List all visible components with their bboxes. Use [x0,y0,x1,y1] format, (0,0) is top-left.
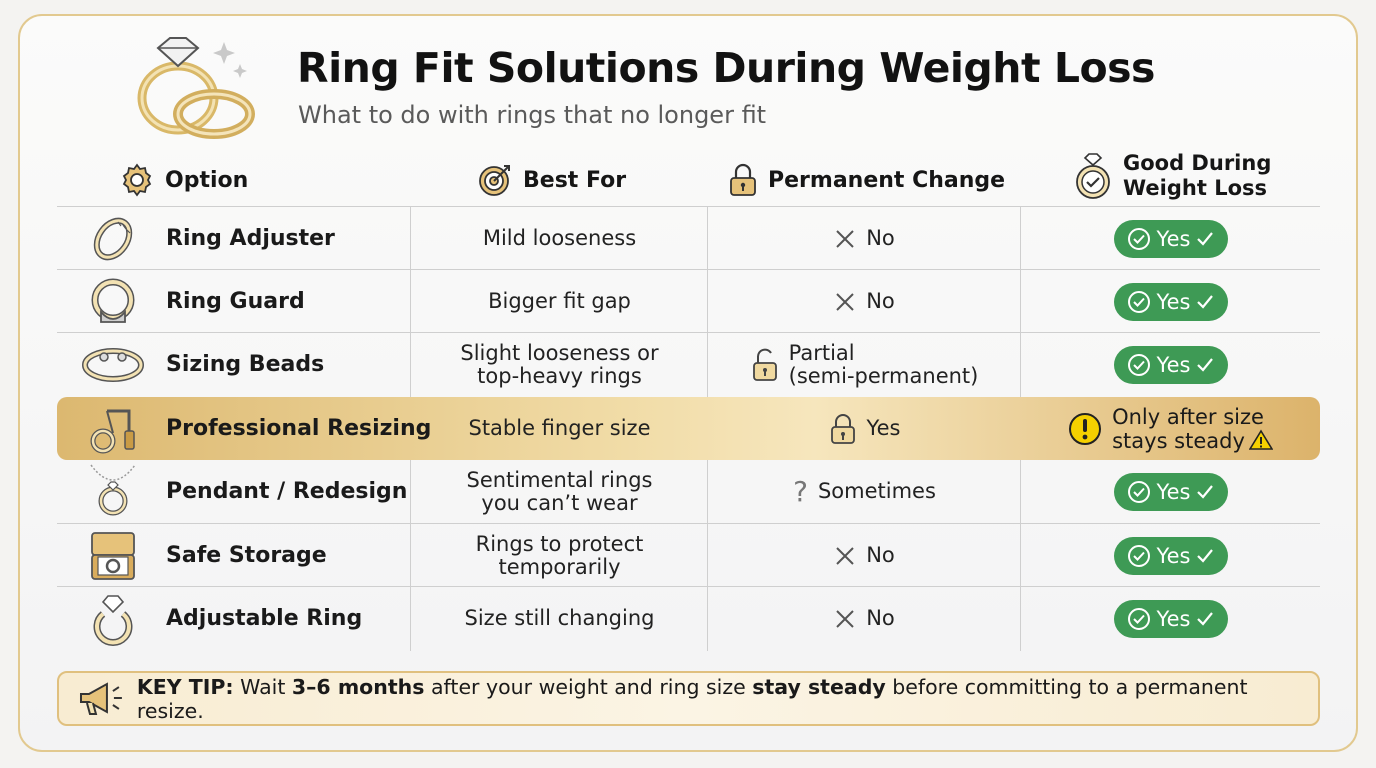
permanent-change-cell: Yes [708,397,1021,460]
best-for-cell: Sentimental rings you can’t wear [466,467,653,515]
key-tip-text: KEY TIP: Wait 3–6 months after your weig… [136,674,1248,723]
permanent-change-cell: No [708,524,1021,587]
option-name: Safe Storage [166,543,327,568]
yes-badge: Yes [1113,345,1228,384]
header-option: Option [119,160,248,200]
checkmark-icon [1197,231,1214,246]
adjustable-ring-icon [75,587,151,650]
ring-check-icon [1076,153,1110,199]
header-best-for: Best For [477,160,626,200]
header-best-for-label: Best For [523,167,627,193]
option-name: Ring Adjuster [166,226,335,251]
check-circle-icon [1127,544,1150,567]
open-lock-icon [751,347,779,383]
row-divider [57,586,1320,587]
x-icon [834,228,856,250]
lock-icon [730,163,756,196]
header-divider [57,206,1320,207]
only-after-steady-note: Only after size stays steady [1068,405,1274,453]
checkmark-icon [1197,484,1214,499]
page-subtitle: What to do with rings that no longer fit [298,101,767,129]
table-row: Pendant / Redesign Sentimental rings you c… [57,460,1320,523]
yes-badge: Yes [1113,219,1228,258]
check-circle-icon [1127,227,1150,250]
header-good-label: Good During Weight Loss [1123,151,1272,200]
key-tip-banner: KEY TIP: Wait 3–6 months after your weig… [57,671,1320,726]
good-during-cell: Yes [1021,333,1320,396]
checkmark-icon [1197,294,1214,309]
check-circle-icon [1127,290,1150,313]
table-row: Professional Resizing Stable finger size Y… [57,397,1320,460]
permanent-change-cell: No [708,587,1021,650]
good-during-cell: Yes [1021,587,1320,650]
yes-badge: Yes [1113,472,1228,511]
question-icon: ? [793,474,808,508]
gear-icon [122,163,152,197]
table-row: Safe Storage Rings to protect temporarily N… [57,524,1320,587]
key-tip-label: KEY TIP: [136,674,234,699]
best-for-cell: Bigger fit gap [488,289,631,313]
permanent-change-cell: No [708,207,1021,270]
option-name: Sizing Beads [166,352,325,377]
row-divider [57,523,1320,524]
best-for-cell: Mild looseness [482,226,637,250]
option-name: Pendant / Redesign [166,479,408,504]
permanent-change-cell: ? Sometimes [793,474,936,508]
row-divider [57,332,1320,333]
pendant-icon [75,460,151,523]
row-divider [57,269,1320,270]
header-option-label: Option [165,167,249,193]
megaphone-icon [79,681,122,715]
table-row: Adjustable Ring Size still changing No Yes [57,587,1320,650]
yes-badge: Yes [1113,536,1228,575]
check-circle-icon [1127,607,1150,630]
x-icon [834,291,856,313]
option-name: Ring Guard [166,289,305,314]
good-during-cell: Yes [1021,460,1320,523]
yes-badge: Yes [1113,599,1228,638]
checkmark-icon [1197,611,1214,626]
option-name: Professional Resizing [166,416,432,441]
best-for-cell: Slight looseness or top-heavy rings [460,340,659,388]
table-row: Sizing Beads Slight looseness or top-heavy… [57,333,1320,396]
good-during-cell: Yes [1021,524,1320,587]
checkmark-icon [1197,548,1214,563]
permanent-change-cell: No [708,270,1021,333]
good-during-cell: Yes [1021,270,1320,333]
ring-guard-icon [75,270,151,333]
best-for-cell: Rings to protect temporarily [475,531,644,579]
table-row: Ring Guard Bigger fit gap No Yes [57,270,1320,333]
good-during-cell: Yes [1021,207,1320,270]
sizing-beads-icon [75,333,151,396]
x-icon [834,608,856,630]
permanent-change-cell: Partial (semi-permanent) [708,333,1021,396]
yes-badge: Yes [1113,282,1228,321]
target-icon [479,165,510,196]
check-circle-icon [1127,353,1150,376]
header-permanent-label: Permanent Change [768,167,1006,193]
resizing-tool-icon [75,397,151,460]
header-permanent-change: Permanent Change [728,160,1005,200]
good-during-cell: Only after size stays steady [1021,397,1320,460]
page-title: Ring Fit Solutions During Weight Loss [297,44,1155,92]
best-for-cell: Size still changing [464,606,655,630]
checkmark-icon [1197,357,1214,372]
ring-box-icon [75,524,151,587]
option-name: Adjustable Ring [166,606,363,631]
wedding-rings-icon [137,37,255,139]
check-circle-icon [1127,480,1150,503]
table-row: Ring Adjuster Mild looseness No Yes [57,207,1320,270]
x-icon [834,545,856,567]
lock-icon [829,412,857,446]
header-good-during: Good During Weight Loss [1073,150,1271,202]
best-for-cell: Stable finger size [468,416,651,440]
ring-adjuster-icon [75,207,151,270]
warning-circle-icon [1069,412,1102,445]
warning-triangle-icon [1248,428,1274,450]
